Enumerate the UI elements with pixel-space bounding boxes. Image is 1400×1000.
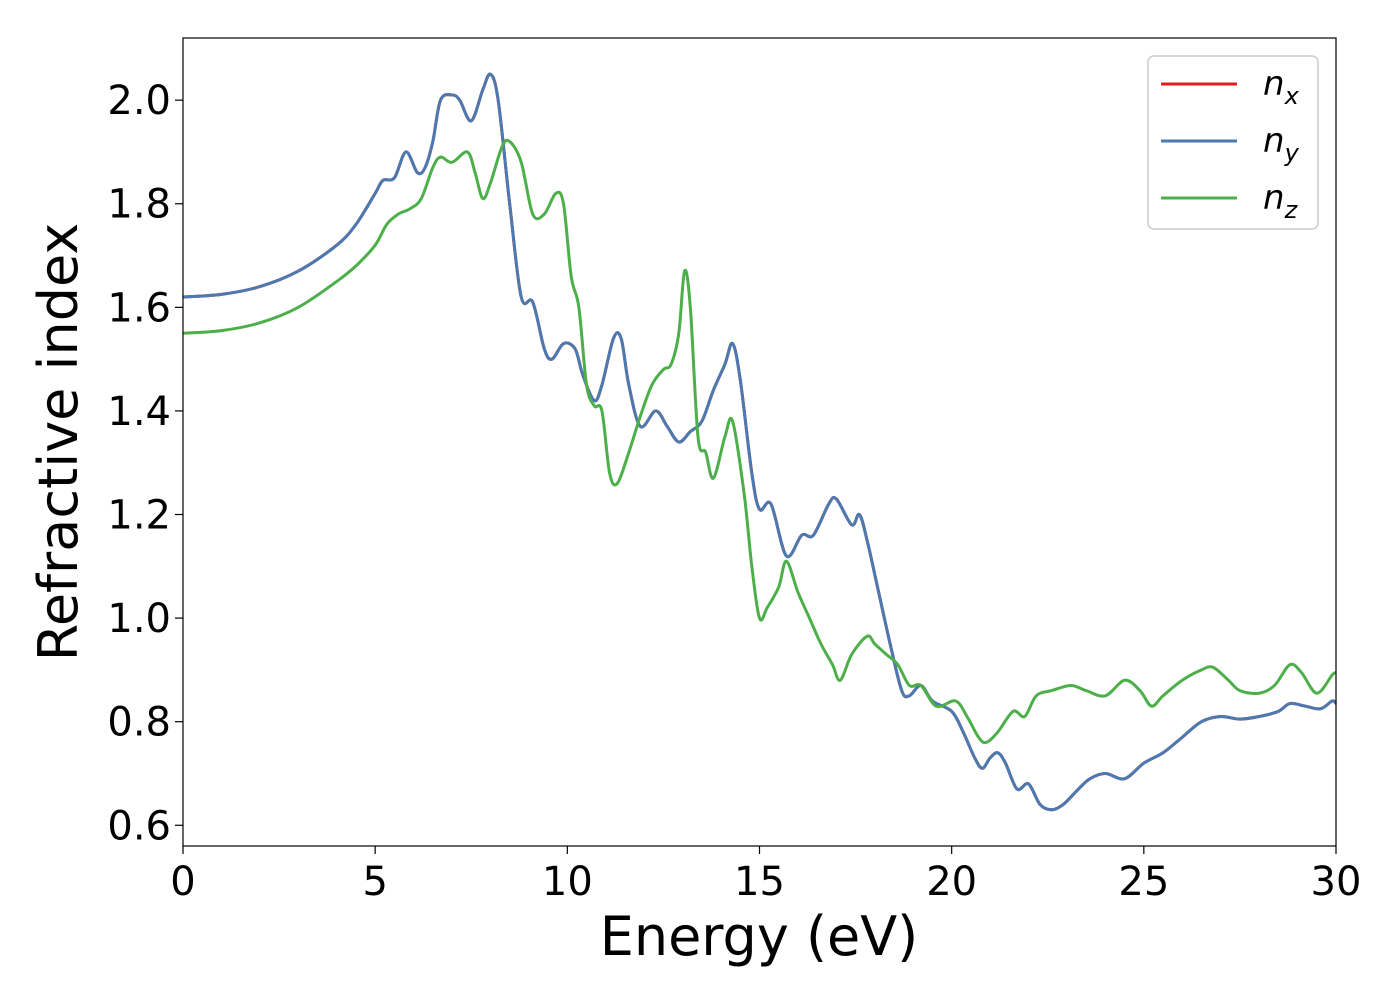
y-tick-label: 1.4 xyxy=(107,389,171,435)
legend-label-nz: nz xyxy=(1263,178,1299,224)
legend-label-subscript: z xyxy=(1284,196,1299,224)
y-tick-label: 1.8 xyxy=(107,182,171,228)
y-tick-label: 1.0 xyxy=(107,596,171,642)
x-tick-label: 0 xyxy=(170,859,195,905)
x-axis-title: Energy (eV) xyxy=(600,905,919,968)
y-tick-label: 1.6 xyxy=(107,285,171,331)
legend-label-subscript: y xyxy=(1284,139,1300,167)
legend-label-base: n xyxy=(1263,121,1285,161)
x-tick-label: 15 xyxy=(734,859,785,905)
x-tick-label: 10 xyxy=(542,859,593,905)
legend-label-subscript: x xyxy=(1284,82,1300,110)
x-tick-label: 30 xyxy=(1311,859,1362,905)
series-line-ny xyxy=(182,72,1338,812)
series-line-nz xyxy=(182,138,1337,745)
legend-label-base: n xyxy=(1263,64,1285,104)
y-tick-label: 0.6 xyxy=(107,803,171,849)
legend-label-base: n xyxy=(1263,178,1285,218)
legend-label-nx: nx xyxy=(1263,64,1300,110)
x-axis: 0 5 10 15 20 25 30 xyxy=(170,846,1361,905)
y-axis: 0.6 0.8 1.0 1.2 1.4 1.6 1.8 2.0 xyxy=(107,78,183,849)
y-tick-label: 0.8 xyxy=(107,700,171,746)
x-tick-label: 5 xyxy=(362,859,387,905)
y-axis-title: Refractive index xyxy=(27,223,90,662)
series-layer xyxy=(182,72,1338,812)
plot-area-background xyxy=(183,38,1336,846)
x-tick-label: 25 xyxy=(1118,859,1169,905)
x-tick-label: 20 xyxy=(926,859,977,905)
legend-label-ny: ny xyxy=(1263,121,1300,167)
y-tick-label: 2.0 xyxy=(107,78,171,124)
y-tick-label: 1.2 xyxy=(107,493,171,539)
